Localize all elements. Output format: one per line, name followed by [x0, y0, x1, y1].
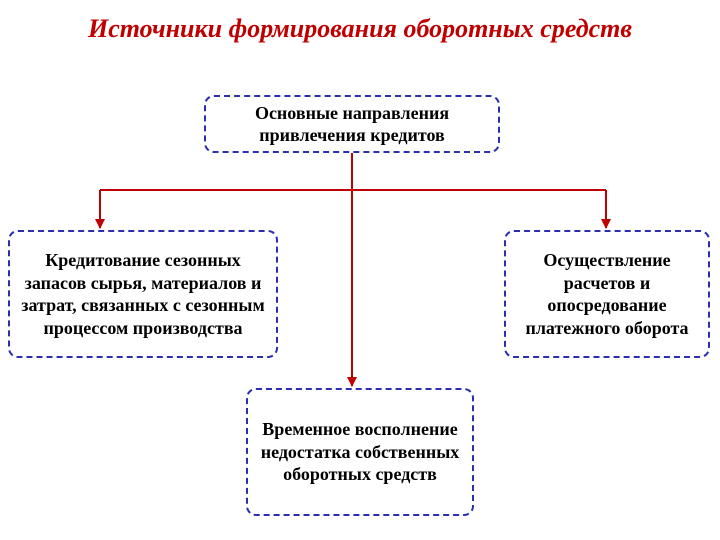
node-root-label: Основные направления привлечения кредито…: [214, 102, 490, 147]
node-left: Кредитование сезонных запасов сырья, мат…: [8, 230, 278, 358]
node-bottom-label: Временное восполнение недостатка собстве…: [256, 418, 464, 486]
node-bottom: Временное восполнение недостатка собстве…: [246, 388, 474, 516]
node-root: Основные направления привлечения кредито…: [204, 95, 500, 153]
page-title: Источники формирования оборотных средств: [0, 14, 720, 44]
node-left-label: Кредитование сезонных запасов сырья, мат…: [18, 249, 268, 339]
node-right-label: Осуществление расчетов и опосредование п…: [514, 249, 700, 339]
node-right: Осуществление расчетов и опосредование п…: [504, 230, 710, 358]
